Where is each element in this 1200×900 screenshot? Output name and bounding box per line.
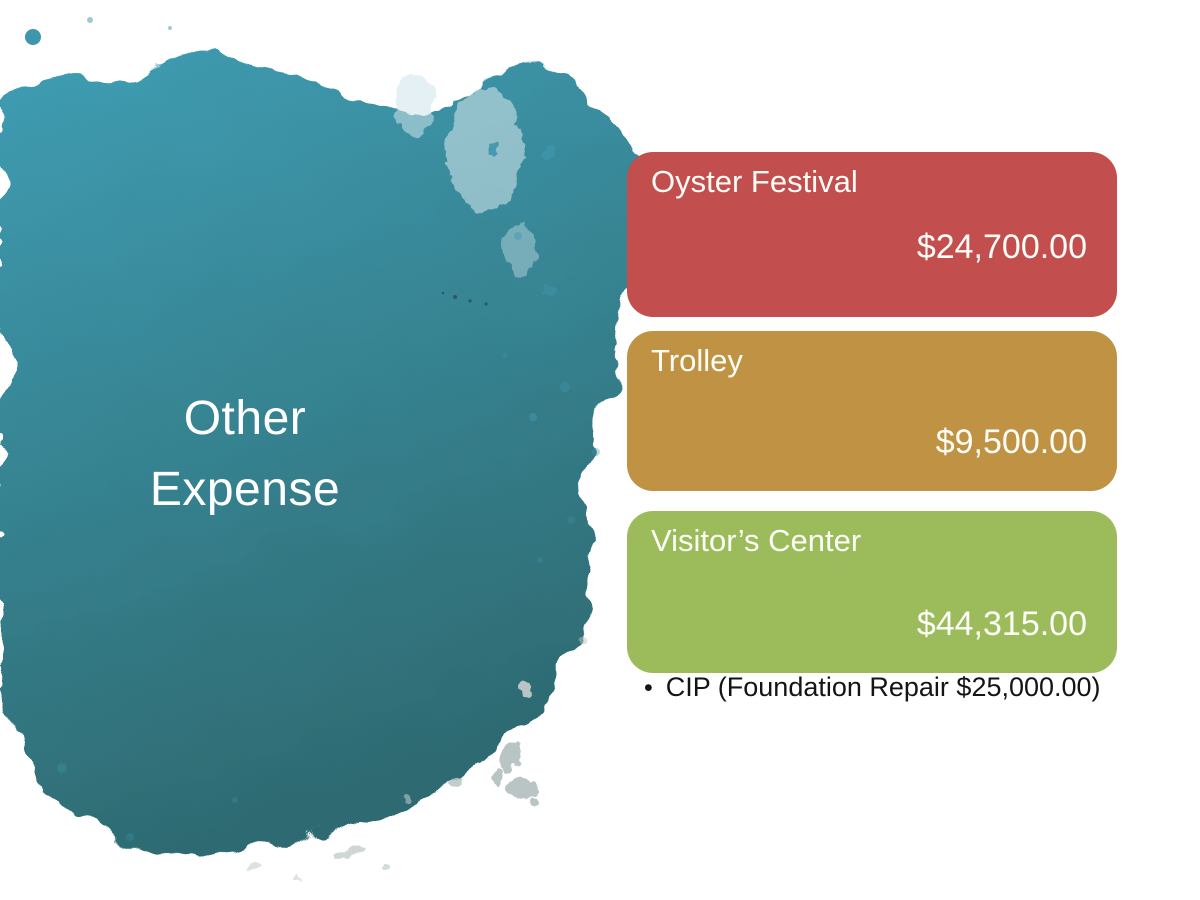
expense-card-label: Oyster Festival bbox=[651, 164, 858, 199]
expense-card-amount: $24,700.00 bbox=[916, 228, 1087, 266]
paint-splatter-dots bbox=[9, 17, 600, 841]
expense-card-label: Visitor’s Center bbox=[651, 523, 862, 558]
paint-wash-patches bbox=[395, 71, 536, 276]
slide-title: Other Expense bbox=[55, 383, 435, 525]
expense-card-amount: $44,315.00 bbox=[916, 605, 1087, 643]
bullet-note: • CIP (Foundation Repair $25,000.00) bbox=[644, 672, 1101, 703]
expense-card-oyster-festival: Oyster Festival $24,700.00 bbox=[627, 152, 1117, 317]
bullet-icon: • bbox=[644, 674, 653, 702]
expense-card-label: Trolley bbox=[651, 343, 743, 378]
dark-flecks bbox=[441, 291, 488, 306]
expense-card-list: Oyster Festival $24,700.00 Trolley $9,50… bbox=[627, 152, 1117, 673]
slide-title-line1: Other bbox=[183, 392, 307, 445]
expense-card-trolley: Trolley $9,500.00 bbox=[627, 331, 1117, 491]
gray-splatter bbox=[248, 636, 589, 881]
paint-blob bbox=[0, 61, 644, 854]
expense-card-amount: $9,500.00 bbox=[935, 423, 1087, 461]
watercolor-splash-graphic bbox=[0, 17, 644, 881]
bullet-note-text: CIP (Foundation Repair $25,000.00) bbox=[665, 672, 1101, 702]
slide-title-line2: Expense bbox=[149, 463, 341, 516]
expense-card-visitors-center: Visitor’s Center $44,315.00 bbox=[627, 511, 1117, 673]
